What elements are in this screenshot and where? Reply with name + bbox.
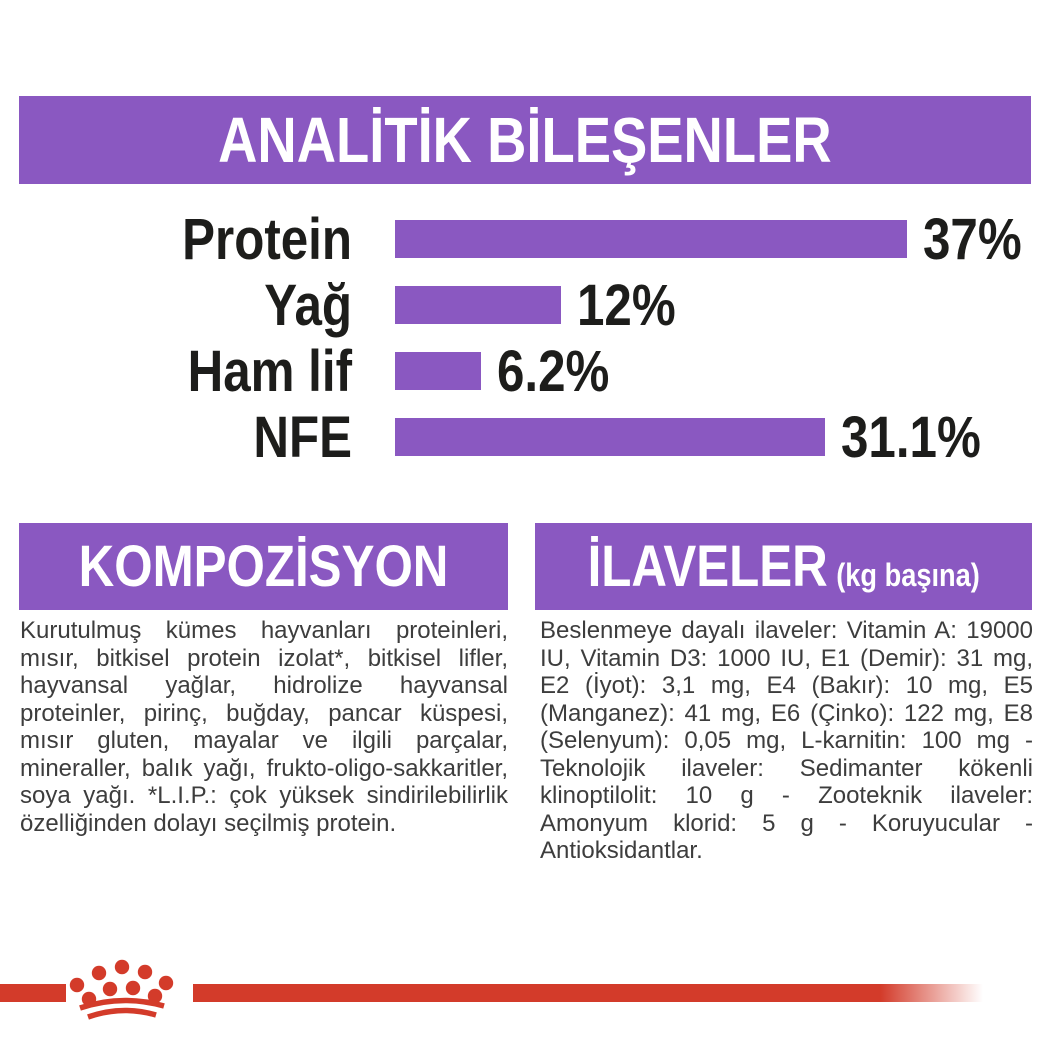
additives-text: Beslenmeye dayalı ilaveler: Vitamin A: 1… [540, 617, 1033, 864]
royal-canin-crown-icon [69, 959, 174, 1020]
chart-value: 12% [577, 272, 676, 338]
composition-text: Kurutulmuş kümes hayvanları proteinleri,… [20, 617, 508, 837]
chart-label: Yağ [264, 272, 352, 338]
additives-title: İLAVELER [587, 534, 828, 599]
chart-bar [395, 286, 561, 324]
chart-label: Protein [182, 206, 352, 272]
composition-title: KOMPOZİSYON [78, 534, 449, 599]
chart-value: 31.1% [841, 404, 981, 470]
additives-banner: İLAVELER (kg başına) [535, 523, 1032, 610]
composition-title-wrap: KOMPOZİSYON [79, 533, 449, 600]
chart-row-fiber: Ham lif 6.2% [0, 338, 1049, 404]
chart-row-nfe: NFE 31.1% [0, 404, 1049, 470]
chart-bar [395, 418, 825, 456]
footer-rule-right [193, 984, 983, 1002]
chart-value: 37% [923, 206, 1022, 272]
chart-bar [395, 352, 481, 390]
footer-rule-left [0, 984, 66, 1002]
additives-title-wrap: İLAVELER (kg başına) [587, 533, 979, 600]
composition-banner: KOMPOZİSYON [19, 523, 508, 610]
chart-label: NFE [253, 404, 352, 470]
chart-value: 6.2% [497, 338, 610, 404]
analytic-components-title: ANALİTİK BİLEŞENLER [218, 103, 832, 177]
analytic-components-banner: ANALİTİK BİLEŞENLER [19, 96, 1031, 184]
analytic-components-chart: Protein 37% Yağ 12% Ham lif 6.2% NFE 31.… [0, 206, 1049, 470]
chart-label: Ham lif [187, 338, 352, 404]
chart-bar [395, 220, 907, 258]
chart-row-fat: Yağ 12% [0, 272, 1049, 338]
additives-title-note: (kg başına) [836, 557, 980, 593]
page-title: ANALİTİK BİLEŞENLER [218, 104, 832, 176]
chart-row-protein: Protein 37% [0, 206, 1049, 272]
